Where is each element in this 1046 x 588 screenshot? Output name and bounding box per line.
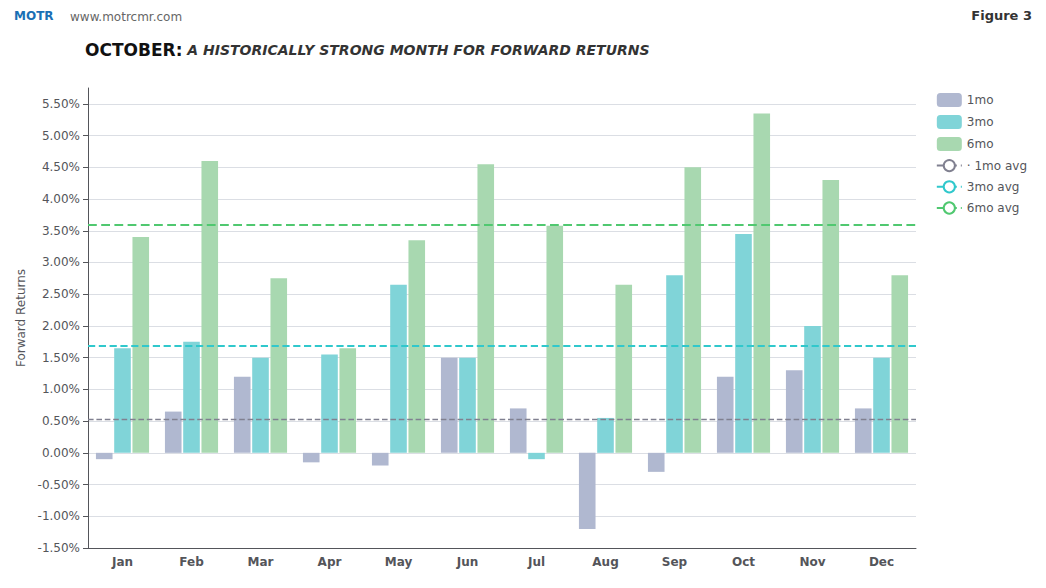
svg-text:2.50%: 2.50% bbox=[42, 287, 80, 301]
svg-text:Figure 3: Figure 3 bbox=[971, 8, 1032, 23]
svg-text:3mo: 3mo bbox=[967, 115, 994, 129]
svg-text:MOTR: MOTR bbox=[14, 9, 54, 23]
svg-text:5.50%: 5.50% bbox=[42, 97, 80, 111]
svg-text:1mo: 1mo bbox=[967, 93, 994, 107]
svg-text:Mar: Mar bbox=[248, 555, 274, 569]
svg-text:-0.50%: -0.50% bbox=[38, 478, 80, 492]
svg-text:Jun: Jun bbox=[456, 555, 479, 569]
svg-text:3.50%: 3.50% bbox=[42, 224, 80, 238]
svg-text:1.00%: 1.00% bbox=[42, 382, 80, 396]
svg-text:0.50%: 0.50% bbox=[42, 414, 80, 428]
svg-text:Nov: Nov bbox=[799, 555, 825, 569]
svg-text:· 1mo avg: · 1mo avg bbox=[967, 159, 1027, 173]
svg-text:May: May bbox=[385, 555, 413, 569]
svg-text:Sep: Sep bbox=[662, 555, 688, 569]
svg-text:6mo: 6mo bbox=[967, 137, 994, 151]
svg-text:-1.50%: -1.50% bbox=[38, 541, 80, 555]
svg-text:Dec: Dec bbox=[869, 555, 894, 569]
svg-text:Jan: Jan bbox=[111, 555, 133, 569]
svg-text:Oct: Oct bbox=[732, 555, 755, 569]
svg-text:Forward Returns: Forward Returns bbox=[14, 269, 28, 367]
svg-text:Feb: Feb bbox=[179, 555, 204, 569]
svg-text:4.50%: 4.50% bbox=[42, 160, 80, 174]
svg-text:6mo avg: 6mo avg bbox=[967, 201, 1020, 215]
svg-text:0.00%: 0.00% bbox=[42, 446, 80, 460]
svg-text:www.motrcmr.com: www.motrcmr.com bbox=[70, 10, 182, 24]
svg-text:Apr: Apr bbox=[318, 555, 342, 569]
svg-text:A HISTORICALLY STRONG MONTH FO: A HISTORICALLY STRONG MONTH FOR FORWARD … bbox=[182, 42, 649, 58]
svg-text:OCTOBER:: OCTOBER: bbox=[85, 40, 182, 60]
svg-text:Aug: Aug bbox=[592, 555, 618, 569]
svg-text:4.00%: 4.00% bbox=[42, 192, 80, 206]
svg-text:5.00%: 5.00% bbox=[42, 129, 80, 143]
svg-text:3mo avg: 3mo avg bbox=[967, 180, 1020, 194]
svg-text:Jul: Jul bbox=[527, 555, 545, 569]
svg-text:2.00%: 2.00% bbox=[42, 319, 80, 333]
svg-text:-1.00%: -1.00% bbox=[38, 509, 80, 523]
svg-text:3.00%: 3.00% bbox=[42, 255, 80, 269]
svg-text:1.50%: 1.50% bbox=[42, 351, 80, 365]
